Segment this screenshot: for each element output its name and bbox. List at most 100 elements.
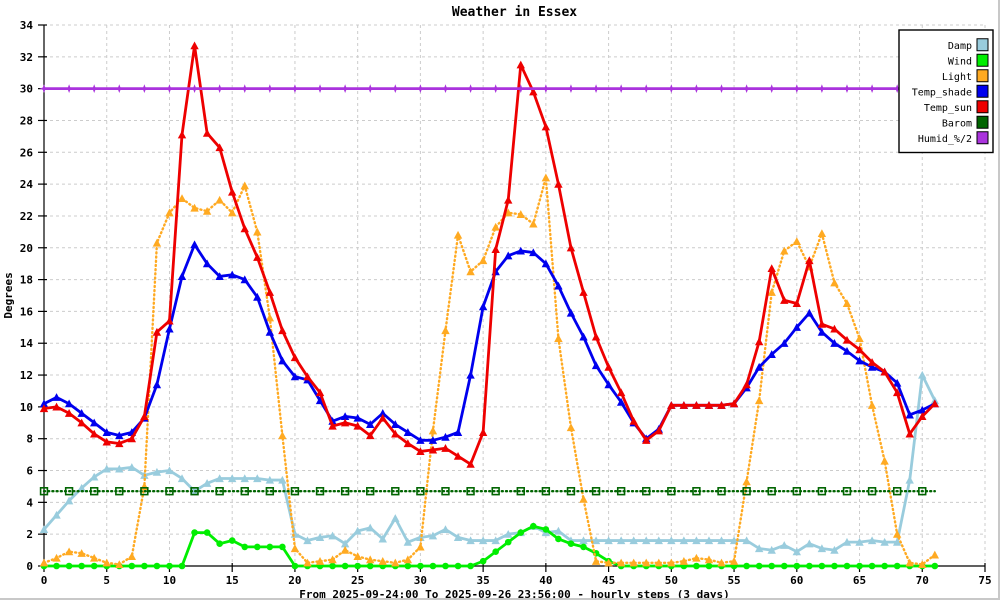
data-point-marker xyxy=(742,380,751,389)
data-point-marker xyxy=(315,388,325,397)
data-point-marker xyxy=(504,195,513,204)
data-point-marker xyxy=(817,327,827,336)
data-point-marker xyxy=(642,487,651,496)
legend-swatch-humid-2[interactable] xyxy=(976,131,989,145)
data-point-marker xyxy=(616,536,626,545)
data-point-marker xyxy=(403,428,413,436)
x-tick-label: 40 xyxy=(539,574,552,587)
data-point-marker xyxy=(667,536,676,545)
data-point-marker xyxy=(215,272,224,281)
data-point-marker xyxy=(177,130,187,139)
legend-label-barom[interactable]: Barom xyxy=(942,118,972,129)
data-point-marker xyxy=(453,230,463,239)
series-line xyxy=(42,44,937,466)
data-point-marker xyxy=(767,264,776,273)
x-tick-label: 70 xyxy=(916,574,929,587)
data-point-marker xyxy=(504,529,513,538)
data-point-marker xyxy=(478,256,488,265)
data-point-marker xyxy=(216,540,223,548)
data-point-marker xyxy=(453,533,463,541)
legend-label-humid-2[interactable]: Humid_%/2 xyxy=(918,134,972,145)
data-point-marker xyxy=(442,562,449,570)
data-point-marker xyxy=(516,487,525,496)
data-point-marker xyxy=(704,401,714,409)
data-point-marker xyxy=(265,313,275,322)
data-point-marker xyxy=(805,308,814,317)
data-point-marker xyxy=(554,281,563,290)
data-point-marker xyxy=(642,536,651,545)
data-point-marker xyxy=(880,456,889,465)
legend-swatch-wind[interactable] xyxy=(976,53,989,67)
x-tick-label: 60 xyxy=(790,574,803,587)
x-tick-label: 45 xyxy=(602,574,615,587)
data-point-marker xyxy=(629,536,638,545)
legend-swatch-light[interactable] xyxy=(976,69,989,83)
data-point-marker xyxy=(742,84,752,94)
legend-label-wind[interactable]: Wind xyxy=(948,56,972,67)
data-point-marker xyxy=(190,487,199,496)
data-point-marker xyxy=(152,467,162,476)
data-point-marker xyxy=(466,536,475,545)
legend-label-light[interactable]: Light xyxy=(942,72,972,83)
legend-swatch-barom[interactable] xyxy=(976,115,989,129)
data-point-marker xyxy=(215,195,224,204)
data-point-marker xyxy=(89,553,99,562)
data-point-marker xyxy=(240,275,249,284)
data-point-marker xyxy=(241,543,249,551)
x-tick-label: 10 xyxy=(163,574,176,587)
data-point-marker xyxy=(679,557,689,565)
data-point-marker xyxy=(428,531,438,540)
data-point-marker xyxy=(403,439,413,448)
data-point-marker xyxy=(754,337,764,346)
data-point-marker xyxy=(278,475,287,484)
data-point-marker xyxy=(428,436,438,444)
data-point-marker xyxy=(265,487,275,496)
x-tick-label: 20 xyxy=(288,574,301,587)
data-point-marker xyxy=(529,87,538,96)
data-point-marker xyxy=(140,412,149,421)
data-point-marker xyxy=(566,243,576,252)
data-point-marker xyxy=(39,404,49,413)
data-point-marker xyxy=(579,332,588,341)
series-line xyxy=(42,176,937,566)
data-point-marker xyxy=(378,413,387,422)
data-point-marker xyxy=(529,219,538,228)
data-point-marker xyxy=(340,418,350,427)
data-point-marker xyxy=(228,537,236,544)
data-point-marker xyxy=(140,487,149,496)
data-point-marker xyxy=(416,436,425,444)
series-barom xyxy=(39,487,937,496)
legend-swatch-temp-shade[interactable] xyxy=(976,84,989,98)
series-line xyxy=(42,243,937,442)
legend-swatch-damp[interactable] xyxy=(976,38,989,52)
data-point-marker xyxy=(717,84,726,94)
data-point-marker xyxy=(754,544,764,553)
data-point-marker xyxy=(793,562,801,570)
chart-title: Weather in Essex xyxy=(452,5,577,20)
data-point-marker xyxy=(378,409,387,417)
data-point-marker xyxy=(441,326,450,335)
data-point-marker xyxy=(467,562,474,570)
legend-swatch-temp-sun[interactable] xyxy=(976,100,989,114)
data-point-marker xyxy=(755,562,763,570)
data-point-marker xyxy=(604,536,613,545)
legend-label-temp-shade[interactable]: Temp_shade xyxy=(912,87,972,98)
data-point-marker xyxy=(390,84,400,94)
data-point-marker xyxy=(315,487,325,496)
data-point-marker xyxy=(329,562,336,570)
data-point-marker xyxy=(817,319,827,328)
legend-label-damp[interactable]: Damp xyxy=(948,41,972,52)
y-tick-label: 14 xyxy=(20,337,34,350)
data-point-marker xyxy=(78,562,85,570)
data-point-marker xyxy=(654,536,663,545)
data-point-marker xyxy=(641,84,651,94)
data-point-marker xyxy=(228,187,237,196)
x-tick-label: 75 xyxy=(978,574,991,587)
data-point-marker xyxy=(629,558,638,567)
data-point-marker xyxy=(340,545,350,554)
data-point-marker xyxy=(843,562,851,570)
legend-label-temp-sun[interactable]: Temp_sun xyxy=(924,103,972,114)
data-point-marker xyxy=(53,562,60,570)
data-point-marker xyxy=(89,487,99,496)
data-point-marker xyxy=(165,466,174,475)
